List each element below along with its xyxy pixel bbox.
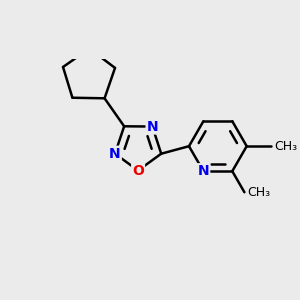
Text: N: N [147,119,158,134]
Text: O: O [132,164,144,178]
Text: CH₃: CH₃ [274,140,297,153]
Text: CH₃: CH₃ [248,186,271,199]
Text: N: N [198,164,209,178]
Text: N: N [109,147,121,161]
